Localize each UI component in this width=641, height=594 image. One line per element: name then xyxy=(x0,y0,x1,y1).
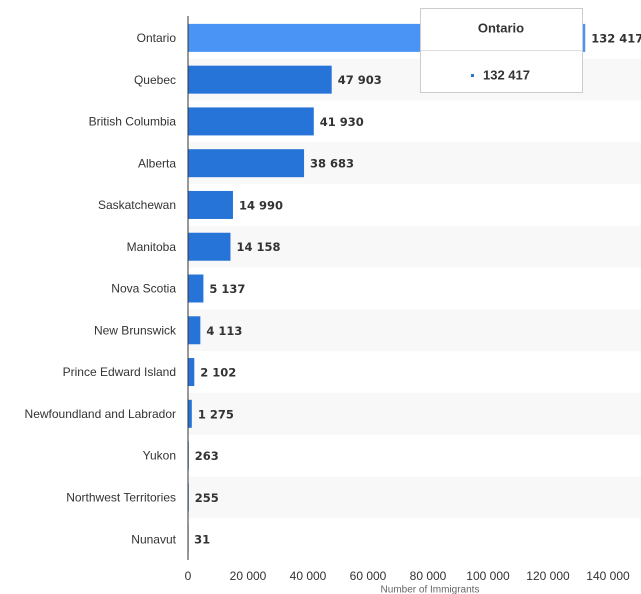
value-label: 38 683 xyxy=(310,157,354,171)
y-tick-label: Nova Scotia xyxy=(111,282,176,296)
rows xyxy=(188,58,641,519)
row-stripe xyxy=(188,225,641,268)
y-tick-label: Manitoba xyxy=(127,240,177,254)
y-tick-label: Prince Edward Island xyxy=(63,365,176,379)
bar xyxy=(188,232,231,261)
y-tick-label: Alberta xyxy=(138,156,176,170)
bar xyxy=(188,190,233,219)
tooltip-dot xyxy=(471,74,474,77)
x-tick-label: 120 000 xyxy=(526,569,570,583)
bar xyxy=(188,399,192,428)
x-tick-label: 0 xyxy=(185,569,192,583)
bar xyxy=(188,107,314,136)
row-stripe xyxy=(188,476,641,519)
tooltip-title: Ontario xyxy=(478,20,524,35)
value-label: 255 xyxy=(195,491,219,505)
value-label: 47 903 xyxy=(338,73,382,87)
y-tick-label: Saskatchewan xyxy=(98,198,176,212)
value-label: 5 137 xyxy=(209,282,245,296)
y-tick-label: British Columbia xyxy=(89,115,177,129)
x-tick-label: 140 000 xyxy=(586,569,630,583)
row-stripe xyxy=(188,309,641,352)
bar xyxy=(188,65,332,94)
value-label: 14 158 xyxy=(236,240,280,254)
value-label: 14 990 xyxy=(239,198,283,212)
bars: 132 417 47 903 41 930 38 683 14 990 14 158 5 1… xyxy=(188,23,641,554)
x-axis-label: Number of Immigrants xyxy=(381,585,480,594)
row-stripe xyxy=(188,392,641,435)
value-label: 263 xyxy=(195,449,219,463)
value-label: 41 930 xyxy=(320,115,364,129)
x-tick-label: 100 000 xyxy=(466,569,510,583)
y-tick-label: Yukon xyxy=(143,449,176,463)
y-tick-label: Quebec xyxy=(134,73,176,87)
value-label: 132 417 xyxy=(591,31,641,45)
value-label: 4 113 xyxy=(206,324,242,338)
value-label: 2 102 xyxy=(200,366,236,380)
x-tick-label: 80 000 xyxy=(410,569,447,583)
value-label: 1 275 xyxy=(198,407,234,421)
x-tick-label: 20 000 xyxy=(230,569,267,583)
value-label: 31 xyxy=(194,533,210,547)
tooltip-value: 132 417 xyxy=(483,67,530,82)
y-tick-label: New Brunswick xyxy=(94,323,177,337)
bar xyxy=(188,149,305,178)
bar xyxy=(188,316,201,345)
x-tick-label: 60 000 xyxy=(350,569,387,583)
tooltip: Ontario 132 417 xyxy=(420,8,583,93)
y-tick-label: Northwest Territories xyxy=(66,491,176,505)
y-tick-label: Newfoundland and Labrador xyxy=(25,407,176,421)
y-tick-label: Ontario xyxy=(137,31,177,45)
bar xyxy=(188,274,204,303)
y-tick-label: Nunavut xyxy=(131,532,176,546)
x-tick-label: 40 000 xyxy=(290,569,327,583)
bar xyxy=(188,358,195,387)
